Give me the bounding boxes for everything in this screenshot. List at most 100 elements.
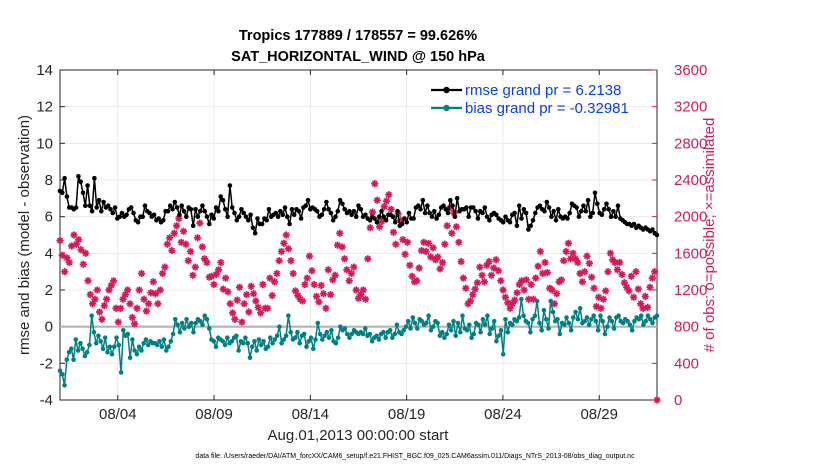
bias-point	[69, 346, 74, 352]
bias-point	[89, 313, 94, 319]
obs-count-stroke	[292, 287, 299, 295]
rmse-point	[576, 214, 582, 219]
rmse-point	[583, 208, 589, 214]
obs-count-point	[613, 266, 622, 274]
obs-count-point	[282, 231, 290, 239]
bias-point	[469, 335, 474, 341]
rmse-point	[218, 194, 223, 199]
bias-point	[487, 331, 493, 337]
obs-count-point	[373, 196, 381, 204]
rmse-point	[445, 210, 451, 216]
obs-count-point	[156, 286, 164, 294]
rmse-point	[399, 221, 405, 227]
bias-point	[62, 383, 67, 388]
rmse-point	[195, 214, 201, 219]
obs-count-stroke	[301, 281, 309, 288]
obs-count-stroke	[565, 240, 572, 247]
rmse-point	[631, 221, 637, 227]
obs-count-point	[590, 284, 598, 292]
obs-count-stroke	[185, 257, 192, 264]
obs-count-stroke	[367, 224, 374, 231]
rmse-point	[80, 190, 86, 196]
obs-count-stroke	[474, 279, 481, 286]
rmse-point	[390, 214, 396, 219]
rmse-point	[611, 208, 616, 214]
bias-point	[458, 329, 463, 335]
obs-count-point	[567, 255, 575, 263]
obs-count-stroke	[117, 305, 124, 312]
obs-count-stroke	[635, 285, 642, 293]
obs-count-stroke	[283, 231, 290, 239]
obs-count-stroke	[376, 223, 383, 230]
bias-point	[184, 317, 189, 322]
rmse-point	[167, 203, 173, 208]
bias-point	[584, 315, 590, 320]
rmse-point	[234, 218, 240, 223]
obs-count-point	[583, 252, 591, 260]
obs-count-stroke	[399, 236, 406, 243]
obs-count-point	[189, 271, 197, 279]
obs-count-point	[270, 278, 279, 286]
bias-point	[444, 331, 450, 337]
obs-count-stroke	[322, 305, 330, 312]
obs-count-point	[422, 247, 430, 256]
obs-count-stroke	[318, 282, 325, 289]
obs-count-stroke	[171, 230, 178, 237]
rmse-point	[193, 207, 198, 212]
obs-count-point	[564, 239, 573, 247]
obs-count-stroke	[194, 234, 201, 241]
rmse-point	[62, 175, 67, 181]
obs-count-stroke	[579, 278, 586, 285]
bias-point	[57, 368, 63, 374]
bias-point	[405, 318, 411, 324]
obs-count-point	[245, 308, 253, 316]
obs-count-stroke	[415, 264, 423, 272]
obs-count-stroke	[443, 222, 451, 229]
bias-point	[460, 313, 465, 319]
obs-count-point	[602, 287, 610, 295]
y2-tick-label: 2400	[674, 172, 707, 189]
obs-count-stroke	[133, 305, 141, 312]
obs-count-stroke	[136, 286, 143, 294]
obs-count-stroke	[311, 281, 318, 288]
bias-point	[543, 317, 549, 322]
rmse-point	[544, 199, 550, 205]
bias-point	[274, 333, 280, 339]
bias-point	[109, 351, 115, 357]
legend-bias-label: bias grand pr = -0.32981	[465, 100, 629, 117]
obs-count-stroke	[276, 257, 283, 264]
obs-count-point	[243, 291, 251, 299]
obs-count-stroke	[287, 257, 295, 264]
obs-count-point	[429, 244, 437, 252]
rmse-point	[124, 212, 129, 218]
bias-point	[143, 337, 149, 342]
bias-point	[442, 335, 447, 341]
obs-count-point	[247, 282, 255, 290]
rmse-point	[156, 216, 161, 221]
rmse-point	[99, 208, 104, 214]
rmse-point	[503, 214, 508, 219]
obs-count-stroke	[362, 296, 369, 303]
obs-count-stroke	[273, 270, 281, 277]
y2-tick-label: 1200	[674, 282, 707, 299]
obs-count-stroke	[70, 231, 78, 239]
y2-tick-label: 2000	[674, 209, 707, 226]
obs-count-stroke	[478, 272, 486, 279]
rmse-point	[376, 214, 382, 219]
rmse-point	[140, 214, 145, 219]
rmse-point	[402, 216, 407, 221]
rmse-point	[450, 203, 455, 208]
rmse-point	[321, 207, 327, 212]
obs-count-stroke	[124, 286, 131, 294]
obs-count-stroke	[607, 250, 614, 257]
rmse-point	[324, 199, 329, 205]
obs-count-stroke	[210, 281, 218, 288]
bias-point	[496, 333, 502, 339]
rmse-point	[273, 210, 279, 216]
rmse-point	[305, 197, 311, 203]
obs-count-stroke	[404, 239, 411, 246]
y2-tick-label: 0	[674, 392, 682, 409]
obs-count-point	[126, 300, 134, 308]
obs-count-point	[184, 257, 192, 265]
x-tick-label: 08/14	[292, 406, 330, 423]
